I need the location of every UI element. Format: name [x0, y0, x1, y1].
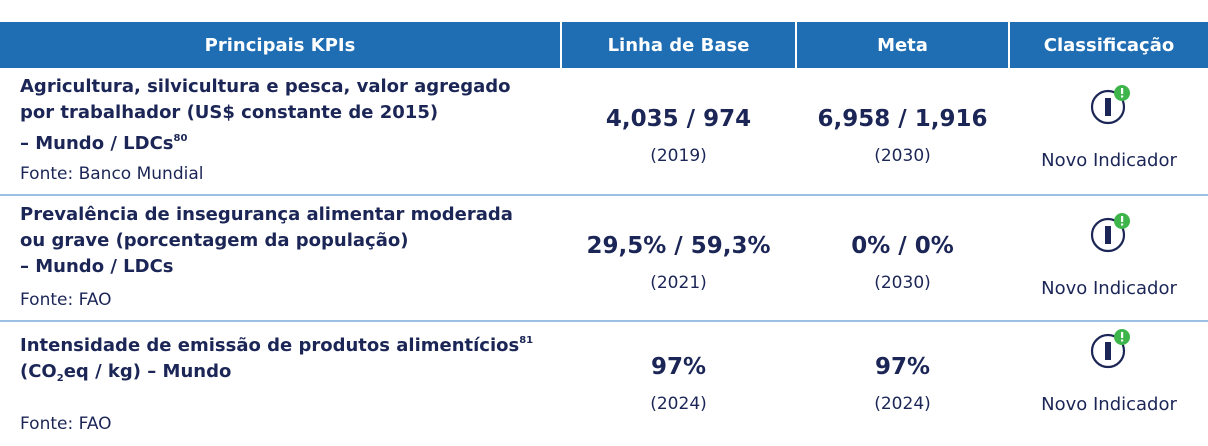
new-indicator-icon [1090, 85, 1130, 125]
baseline-year: (2019) [650, 146, 707, 166]
kpi-title: Intensidade de emissão de produtos alime… [20, 328, 560, 392]
classification: Novo Indicador [1041, 278, 1177, 299]
baseline-value: 29,5% / 59,3% [586, 233, 771, 259]
text: Intensidade de emissão de produtos alime… [20, 335, 520, 356]
kpi-line: ou grave (porcentagem da população) [20, 228, 560, 254]
text: (CO [20, 361, 57, 382]
target-value: 0% / 0% [851, 233, 954, 259]
target-year: (2024) [874, 394, 931, 414]
header-cell: Classificação [1010, 22, 1208, 68]
table-row: Agricultura, silvicultura e pesca, valor… [0, 68, 1208, 196]
header-cell: Principais KPIs [0, 22, 560, 68]
text: por trabalhador (US$ constante de 2015) [20, 102, 439, 123]
target-value: 6,958 / 1,916 [817, 106, 988, 132]
text: Prevalência de insegurança alimentar mod… [20, 204, 513, 225]
baseline-year: (2024) [650, 394, 707, 414]
classification: Novo Indicador [1041, 150, 1177, 171]
text: – Mundo / LDCs [20, 256, 174, 277]
kpi-line: Prevalência de insegurança alimentar mod… [20, 202, 560, 228]
footnote: 2 [56, 373, 64, 384]
kpi-line: – Mundo / LDCs80 [20, 126, 560, 157]
text: eq / kg) – Mundo [63, 361, 232, 382]
kpi-line: – Mundo / LDCs [20, 254, 560, 280]
baseline-value: 4,035 / 974 [605, 106, 752, 132]
footnote: 80 [173, 133, 188, 144]
table-row: Intensidade de emissão de produtos alime… [0, 322, 1208, 446]
kpi-title: Agricultura, silvicultura e pesca, valor… [20, 74, 560, 157]
source: Fonte: FAO [20, 290, 112, 310]
source: Fonte: Banco Mundial [20, 164, 204, 184]
source: Fonte: FAO [20, 414, 112, 434]
classification: Novo Indicador [1041, 394, 1177, 415]
target-year: (2030) [874, 273, 931, 293]
new-indicator-icon [1090, 329, 1130, 369]
target-value: 97% [874, 354, 931, 380]
header-cell: Meta [797, 22, 1008, 68]
new-indicator-icon [1090, 213, 1130, 253]
footnote: 81 [519, 335, 534, 346]
target-year: (2030) [874, 146, 931, 166]
text: – Mundo / LDCs [20, 133, 174, 154]
kpi-line: Intensidade de emissão de produtos alime… [20, 328, 560, 359]
table-row: Prevalência de insegurança alimentar mod… [0, 196, 1208, 322]
kpi-title: Prevalência de insegurança alimentar mod… [20, 202, 560, 280]
baseline-value: 97% [650, 354, 707, 380]
text: Agricultura, silvicultura e pesca, valor… [20, 76, 511, 97]
header-cell: Linha de Base [562, 22, 795, 68]
kpi-line: por trabalhador (US$ constante de 2015) [20, 100, 560, 126]
text: ou grave (porcentagem da população) [20, 230, 409, 251]
kpi-line: Agricultura, silvicultura e pesca, valor… [20, 74, 560, 100]
baseline-year: (2021) [650, 273, 707, 293]
kpi-line: (CO2eq / kg) – Mundo [20, 359, 560, 392]
